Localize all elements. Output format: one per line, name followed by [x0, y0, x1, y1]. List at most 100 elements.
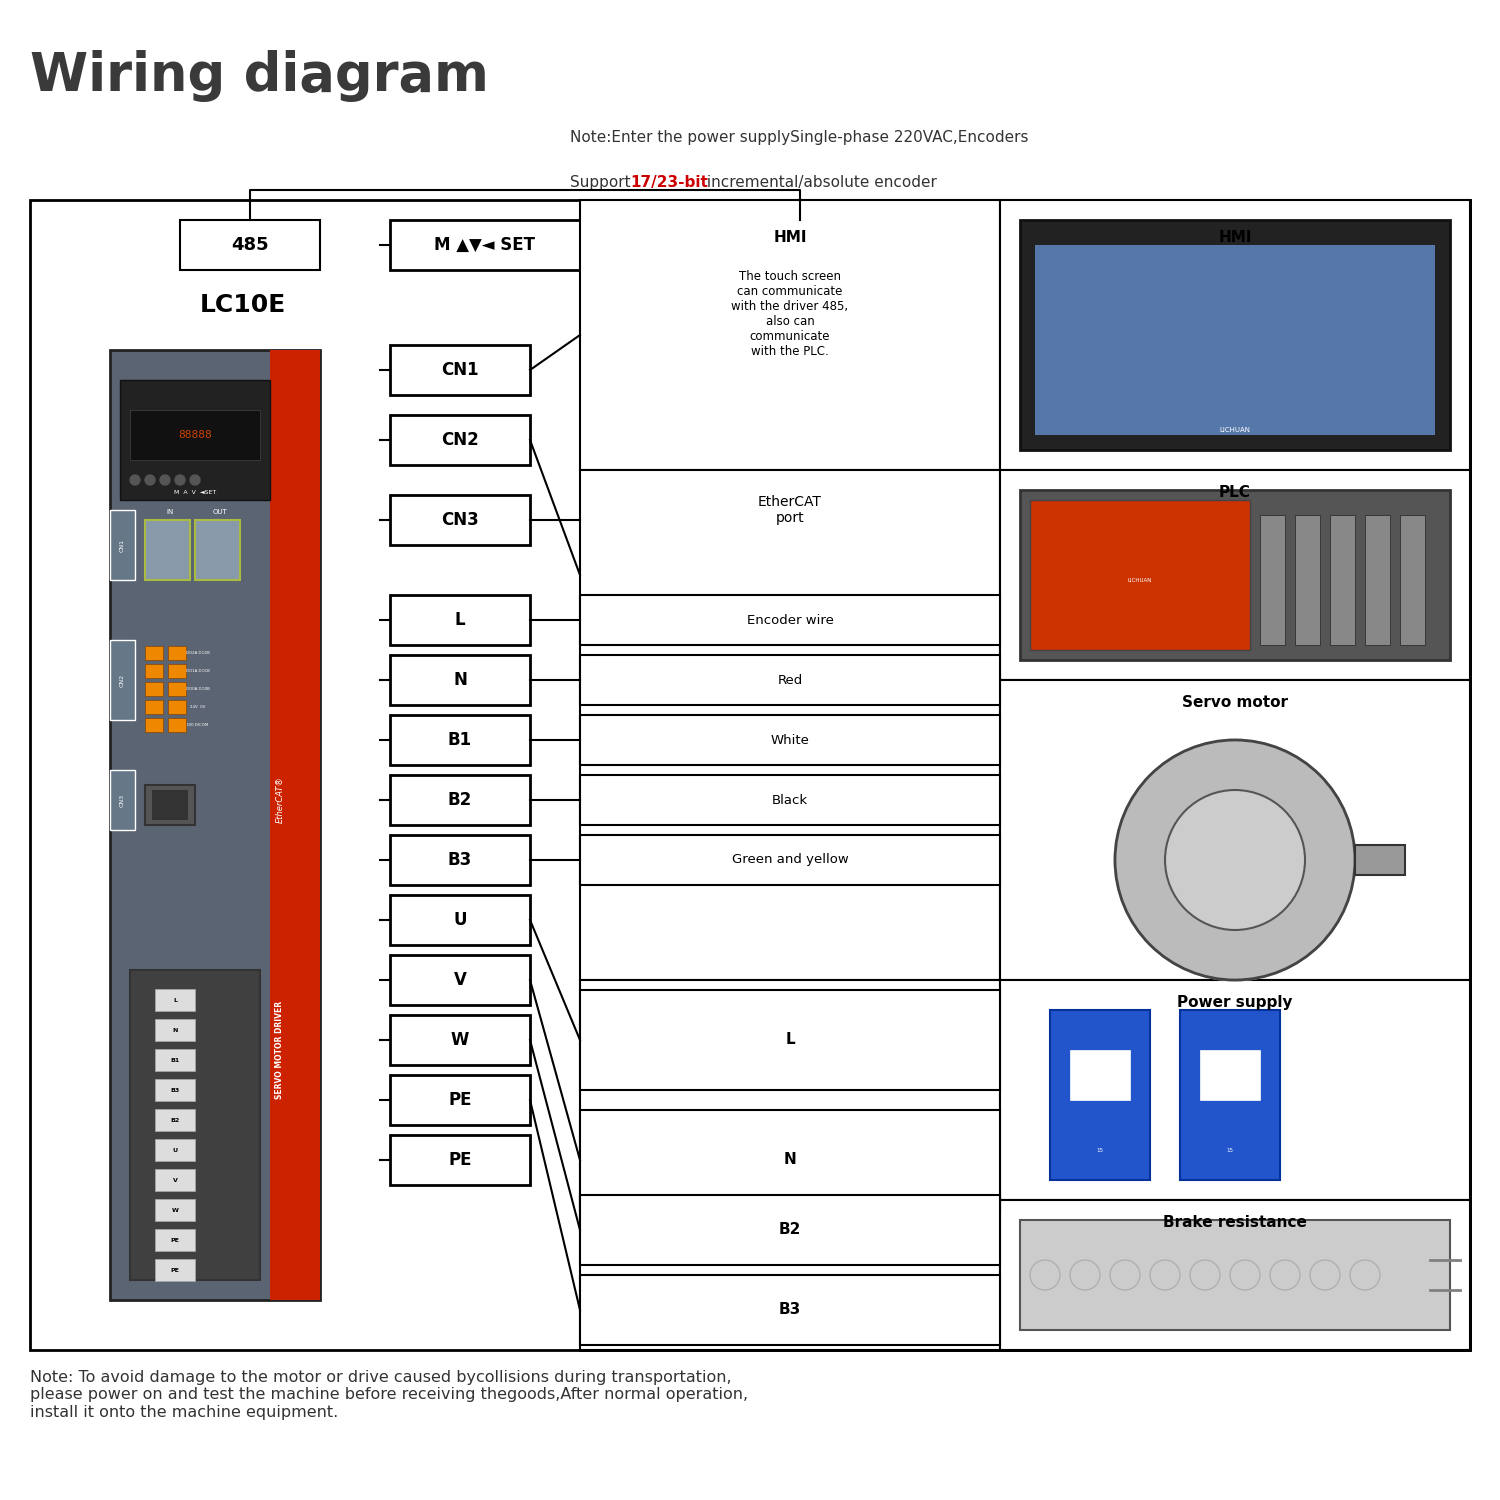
Bar	[168, 718, 186, 732]
Text: PE: PE	[448, 1150, 471, 1168]
Text: Red: Red	[777, 674, 802, 687]
Text: incremental/absolute encoder: incremental/absolute encoder	[702, 176, 938, 190]
Text: EtherCAT
port: EtherCAT port	[758, 495, 822, 525]
Bar	[146, 664, 164, 678]
Bar	[580, 200, 1470, 1350]
Text: HMI: HMI	[774, 230, 807, 244]
Bar	[1354, 844, 1406, 874]
Bar	[30, 200, 1470, 1350]
Bar	[1365, 514, 1390, 645]
Bar	[580, 980, 1000, 1200]
Text: Servo motor: Servo motor	[1182, 694, 1288, 709]
Bar	[390, 1136, 530, 1185]
Bar	[120, 380, 270, 500]
Bar	[154, 1019, 195, 1041]
Bar	[154, 1168, 195, 1191]
Text: V: V	[172, 1178, 177, 1182]
Text: B1: B1	[171, 1058, 180, 1062]
Text: DO1A DO1B: DO1A DO1B	[186, 669, 210, 674]
Bar	[146, 718, 164, 732]
Bar	[1000, 980, 1470, 1200]
Text: Support: Support	[570, 176, 636, 190]
Circle shape	[176, 476, 184, 484]
Bar	[1330, 514, 1354, 645]
Bar	[580, 776, 1000, 825]
Text: LICHUAN: LICHUAN	[1220, 427, 1251, 433]
Text: 485: 485	[231, 236, 268, 254]
Text: CN1: CN1	[120, 538, 124, 552]
Bar	[580, 716, 1000, 765]
Text: IN: IN	[166, 509, 174, 515]
Bar	[580, 470, 1000, 680]
Bar	[1200, 1050, 1260, 1100]
Bar	[130, 410, 260, 460]
Text: B3: B3	[171, 1088, 180, 1092]
Text: LC10E: LC10E	[200, 292, 286, 316]
Bar	[1070, 1050, 1130, 1100]
Text: CN1: CN1	[441, 362, 479, 380]
Text: L: L	[784, 1032, 795, 1047]
Text: 88888: 88888	[178, 430, 212, 439]
Bar	[1020, 220, 1450, 450]
Text: B2: B2	[171, 1118, 180, 1122]
Bar	[154, 1258, 195, 1281]
Text: CN2: CN2	[441, 430, 479, 448]
Bar	[390, 716, 530, 765]
Text: CN3: CN3	[120, 794, 124, 807]
Circle shape	[130, 476, 140, 484]
Bar	[1020, 490, 1450, 660]
Text: PE: PE	[448, 1090, 471, 1108]
Text: N: N	[453, 670, 466, 688]
Bar	[1400, 514, 1425, 645]
Text: L: L	[172, 998, 177, 1002]
Bar	[146, 646, 164, 660]
Bar	[180, 220, 320, 270]
Bar	[390, 1076, 530, 1125]
Text: DI0 DICOM: DI0 DICOM	[188, 723, 209, 728]
Text: Power supply: Power supply	[1178, 994, 1293, 1010]
Text: 15: 15	[1227, 1148, 1233, 1152]
Bar	[110, 510, 135, 580]
Bar	[154, 1048, 195, 1071]
Text: PLC: PLC	[1220, 484, 1251, 500]
Text: PE: PE	[171, 1268, 180, 1272]
Text: U: U	[172, 1148, 177, 1152]
Text: SERVO MOTOR DRIVER: SERVO MOTOR DRIVER	[276, 1000, 285, 1100]
Circle shape	[190, 476, 200, 484]
Bar	[580, 1196, 1000, 1264]
Text: U: U	[453, 910, 466, 928]
Text: White: White	[771, 734, 810, 747]
Text: L: L	[454, 610, 465, 628]
Bar	[110, 350, 320, 1300]
Bar	[390, 596, 530, 645]
Text: OUT: OUT	[213, 509, 228, 515]
Bar	[580, 656, 1000, 705]
Bar	[1294, 514, 1320, 645]
Bar	[168, 664, 186, 678]
Text: N: N	[783, 1152, 796, 1167]
Bar	[390, 495, 530, 544]
Bar	[580, 1200, 1000, 1350]
Bar	[580, 596, 1000, 645]
Bar	[1260, 514, 1286, 645]
Bar	[1035, 244, 1436, 435]
Bar	[580, 990, 1000, 1090]
Bar	[168, 682, 186, 696]
Text: Encoder wire: Encoder wire	[747, 614, 834, 627]
Text: Black: Black	[772, 794, 808, 807]
Bar	[146, 700, 164, 714]
Bar	[146, 784, 195, 825]
Text: Brake resistance: Brake resistance	[1162, 1215, 1306, 1230]
Bar	[110, 640, 135, 720]
Text: B2: B2	[448, 790, 472, 808]
Bar	[195, 520, 240, 580]
Text: B3: B3	[448, 850, 472, 868]
Bar	[390, 896, 530, 945]
Text: W: W	[452, 1030, 470, 1048]
Text: The touch screen
can communicate
with the driver 485,
also can
communicate
with : The touch screen can communicate with th…	[732, 270, 849, 358]
Text: B2: B2	[778, 1222, 801, 1238]
Bar	[154, 988, 195, 1011]
Bar	[168, 700, 186, 714]
Bar	[390, 656, 530, 705]
Text: PE: PE	[171, 1238, 180, 1242]
